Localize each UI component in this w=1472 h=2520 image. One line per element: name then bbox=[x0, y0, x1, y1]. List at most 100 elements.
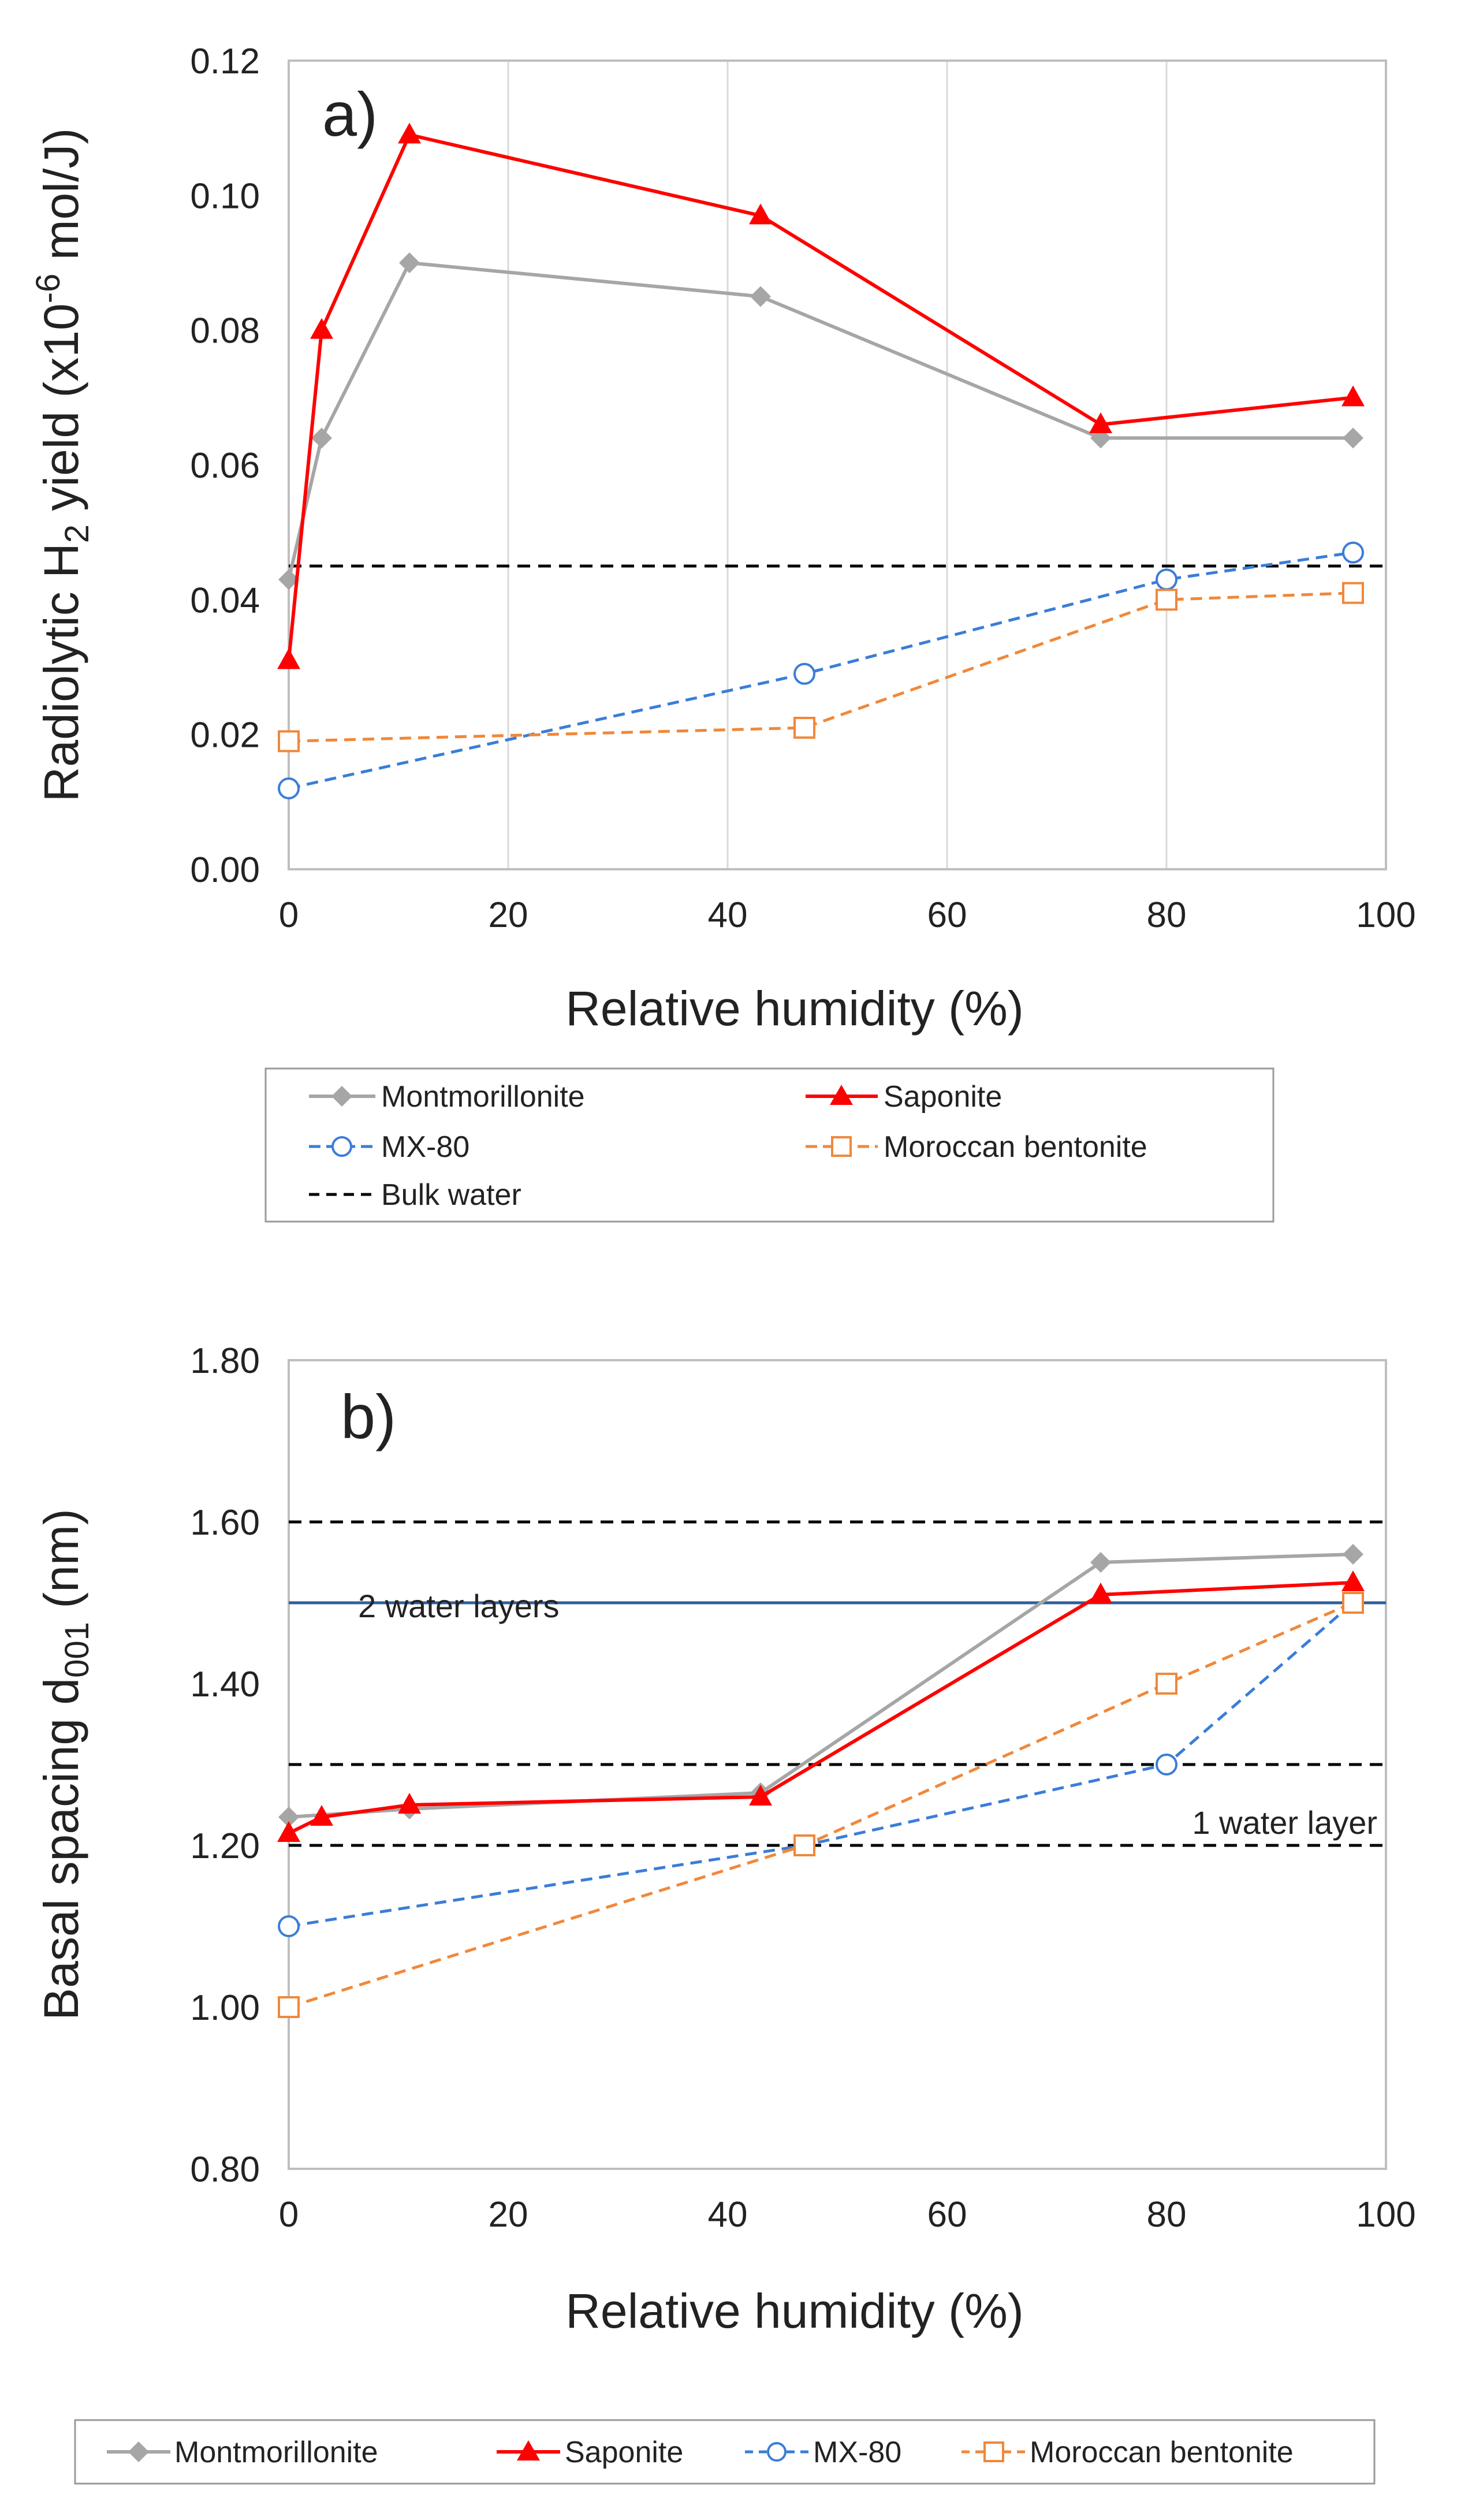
chart-a-point-montmorillonite bbox=[278, 569, 299, 590]
legend-a-montmorillonite: Montmorillonite bbox=[309, 1080, 585, 1114]
chart-a-point-saponite bbox=[749, 203, 772, 225]
chart-b-point-moroccan-bentonite bbox=[278, 1996, 300, 2018]
chart-b-point-montmorillonite bbox=[278, 1807, 299, 1827]
chart-b-y-tick-labels: 0.80 1.00 1.20 1.40 1.60 1.80 bbox=[190, 1341, 260, 2190]
chart-a-point-mx-80 bbox=[278, 777, 300, 799]
chart-a-point-saponite bbox=[310, 318, 333, 339]
chart-b-series-montmorillonite bbox=[278, 1544, 1363, 1827]
legend-a-mx80-marker bbox=[331, 1136, 352, 1157]
legend-a-mx80-label: MX-80 bbox=[381, 1130, 469, 1164]
chart-b-point-moroccan-bentonite bbox=[1156, 1673, 1177, 1695]
chart-b-series-moroccan-bentonite bbox=[278, 1592, 1364, 2018]
chart-a-point-mx-80 bbox=[1342, 541, 1364, 564]
chart-b-point-moroccan-bentonite bbox=[1342, 1592, 1364, 1614]
chart-a-point-mx-80 bbox=[1156, 568, 1177, 591]
chart-b-reference-lines bbox=[289, 1520, 1386, 1847]
chart-a-point-moroccan-bentonite bbox=[278, 730, 300, 753]
chart-b-line-moroccan-bentonite bbox=[288, 1601, 1354, 2009]
chart-a-point-moroccan-bentonite bbox=[793, 717, 815, 739]
legend-a-moroccan-label: Moroccan bentonite bbox=[884, 1130, 1147, 1164]
legend-b-moroccan-marker bbox=[983, 2441, 1004, 2462]
chart-b-point-moroccan-bentonite bbox=[793, 1834, 815, 1856]
legend-a-saponite-marker bbox=[830, 1085, 853, 1105]
chart-b-x-tick-labels: 0 20 40 60 80 100 bbox=[279, 2195, 1416, 2235]
chart-a-point-moroccan-bentonite bbox=[1156, 589, 1177, 611]
chart-b-point-mx-80 bbox=[278, 1915, 300, 1937]
chart-a-y-tick-label: 0.00 bbox=[190, 850, 260, 890]
chart-b-point-mx-80 bbox=[1156, 1754, 1177, 1775]
chart-a-y-tick-label: 0.10 bbox=[190, 176, 260, 216]
chart-b-panel-label: b) bbox=[341, 1382, 396, 1451]
legend-a-montmorillonite-label: Montmorillonite bbox=[381, 1080, 585, 1114]
chart-a-x-tick-label: 80 bbox=[1147, 895, 1187, 935]
legend-b-montmorillonite-label: Montmorillonite bbox=[174, 2436, 378, 2469]
chart-b-point-saponite bbox=[1089, 1583, 1112, 1603]
chart-a-point-montmorillonite bbox=[399, 252, 420, 273]
chart-b-point-saponite bbox=[1341, 1570, 1365, 1591]
chart-a-series-mx-80 bbox=[278, 541, 1364, 799]
chart-a-legend: Montmorillonite Saponite MX-80 Moroccan … bbox=[264, 1067, 1275, 1223]
chart-a-y-tick-label: 0.02 bbox=[190, 716, 260, 755]
chart-a-x-tick-label: 40 bbox=[708, 895, 748, 935]
chart-a-point-mx-80 bbox=[793, 662, 815, 685]
chart-b-x-tick-label: 100 bbox=[1356, 2195, 1415, 2235]
legend-b-montmorillonite: Montmorillonite bbox=[107, 2436, 378, 2469]
chart-panel-b: 0.80 1.00 1.20 1.40 1.60 1.80 0 20 40 60 80 100 b)… bbox=[34, 1341, 1416, 2485]
chart-b-x-tick-label: 20 bbox=[489, 2195, 528, 2235]
chart-a-series-saponite bbox=[277, 122, 1365, 669]
chart-a-point-saponite bbox=[277, 648, 300, 669]
chart-a-plot-area bbox=[288, 59, 1387, 870]
chart-b-series bbox=[277, 1544, 1365, 2018]
chart-a-line-saponite bbox=[287, 133, 1354, 661]
legend-a-saponite: Saponite bbox=[806, 1080, 1002, 1114]
chart-a-series bbox=[277, 122, 1365, 799]
chart-a-point-moroccan-bentonite bbox=[1342, 582, 1364, 604]
chart-b-point-saponite bbox=[310, 1805, 333, 1826]
chart-a-line-moroccan-bentonite bbox=[288, 591, 1354, 743]
chart-a-point-saponite bbox=[1089, 412, 1112, 433]
chart-b-point-saponite bbox=[398, 1793, 421, 1814]
chart-a-y-axis-title: Radiolytic H2 yield (x10-6 mol/J) bbox=[29, 128, 96, 802]
legend-b-moroccan: Moroccan bentonite bbox=[962, 2436, 1294, 2469]
chart-b-legend: Montmorillonite Saponite MX-80 Moroccan … bbox=[74, 2419, 1376, 2485]
chart-a-y-tick-label: 0.06 bbox=[190, 446, 260, 486]
chart-a-y-tick-label: 0.08 bbox=[190, 311, 260, 351]
chart-b-x-tick-label: 40 bbox=[708, 2195, 748, 2235]
chart-b-legend-frame bbox=[74, 2419, 1376, 2485]
legend-b-saponite-label: Saponite bbox=[565, 2436, 683, 2469]
chart-a-x-tick-labels: 0 20 40 60 80 100 bbox=[279, 895, 1416, 935]
chart-a-y-tick-labels: 0.00 0.02 0.04 0.06 0.08 0.10 0.12 bbox=[190, 42, 260, 890]
chart-a-x-tick-label: 100 bbox=[1356, 895, 1415, 935]
chart-a-point-montmorillonite bbox=[1343, 427, 1363, 449]
legend-a-bulk-water-label: Bulk water bbox=[381, 1178, 521, 1212]
legend-b-saponite-marker bbox=[517, 2440, 540, 2461]
chart-b-y-tick-label: 1.00 bbox=[190, 1988, 260, 2028]
chart-panel-a: 0.00 0.02 0.04 0.06 0.08 0.10 0.12 0 20 40 60 80 10… bbox=[29, 42, 1416, 1223]
legend-b-saponite: Saponite bbox=[497, 2436, 683, 2469]
chart-b-line-mx-80 bbox=[288, 1602, 1354, 1928]
chart-b-y-tick-label: 0.80 bbox=[190, 2150, 260, 2190]
chart-a-legend-frame bbox=[264, 1067, 1275, 1223]
chart-a-line-montmorillonite bbox=[287, 261, 1353, 580]
chart-a-gridlines bbox=[507, 61, 1168, 869]
chart-a-point-montmorillonite bbox=[311, 427, 332, 449]
chart-b-point-saponite bbox=[277, 1821, 300, 1842]
chart-b-point-montmorillonite bbox=[1090, 1552, 1111, 1573]
chart-a-x-axis-title: Relative humidity (%) bbox=[565, 981, 1024, 1036]
legend-a-moroccan-marker bbox=[831, 1136, 852, 1157]
legend-b-montmorillonite-marker bbox=[128, 2441, 149, 2462]
legend-a-montmorillonite-marker bbox=[331, 1086, 352, 1107]
chart-b-x-axis-title: Relative humidity (%) bbox=[565, 2284, 1024, 2338]
chart-a-point-saponite bbox=[398, 122, 421, 144]
legend-b-mx80: MX-80 bbox=[745, 2436, 901, 2469]
legend-b-mx80-marker bbox=[767, 2442, 787, 2462]
chart-a-series-moroccan-bentonite bbox=[278, 582, 1364, 753]
chart-b-x-tick-label: 80 bbox=[1147, 2195, 1187, 2235]
legend-b-moroccan-label: Moroccan bentonite bbox=[1030, 2436, 1294, 2469]
legend-a-moroccan: Moroccan bentonite bbox=[806, 1130, 1147, 1164]
chart-a-y-tick-label: 0.04 bbox=[190, 580, 260, 620]
chart-b-y-tick-label: 1.60 bbox=[190, 1503, 260, 1543]
chart-b-y-tick-label: 1.20 bbox=[190, 1826, 260, 1866]
chart-b-x-tick-label: 0 bbox=[279, 2195, 299, 2235]
